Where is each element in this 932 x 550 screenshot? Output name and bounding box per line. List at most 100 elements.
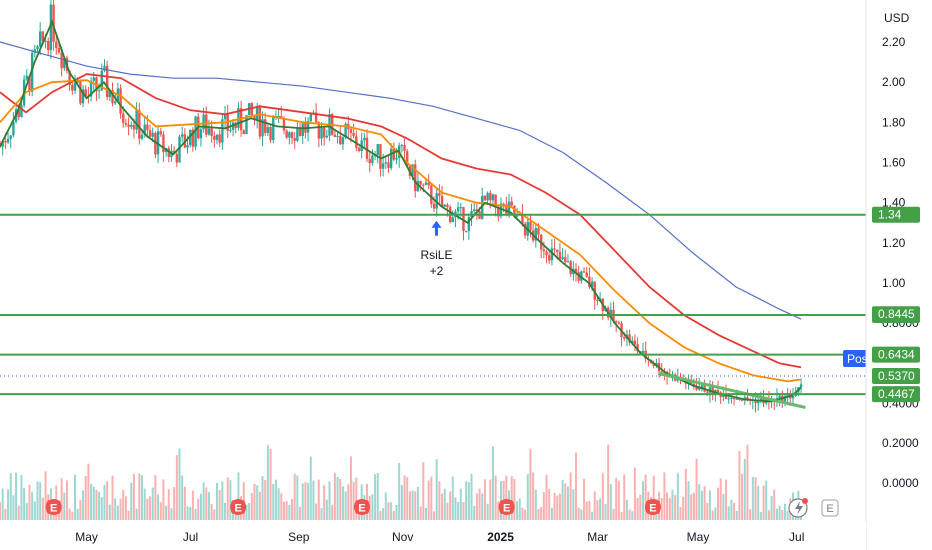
volume-bar (106, 481, 109, 520)
svg-text:0.4467: 0.4467 (878, 387, 915, 401)
candle (0, 140, 2, 148)
earnings-marker[interactable]: E (353, 499, 370, 515)
volume-bar (548, 488, 551, 520)
candle (148, 124, 152, 138)
volume-bar (534, 489, 537, 520)
volume-bar (7, 489, 10, 520)
candle (89, 76, 93, 102)
volume-bar (309, 456, 312, 520)
volume-bar (162, 479, 165, 520)
candle (379, 143, 382, 177)
volume-bar (307, 482, 310, 520)
candle (298, 123, 302, 137)
volume-bar (537, 508, 540, 520)
volume-bar (74, 474, 77, 520)
volume-bar (256, 485, 259, 520)
volume-bar (526, 473, 529, 520)
volume-bar (398, 462, 401, 520)
candle (641, 342, 645, 355)
volume-bar (754, 477, 757, 520)
volume-bar (540, 506, 543, 520)
volume-bar (564, 483, 567, 520)
candle (368, 151, 371, 173)
volume-bar (349, 456, 352, 520)
volume-bar (157, 494, 160, 520)
candle (138, 102, 141, 145)
candle (462, 206, 465, 241)
volume-bar (663, 472, 666, 520)
volume-bar (213, 509, 216, 520)
level-price-badge[interactable]: 1.34 (872, 206, 920, 223)
svg-text:0.6434: 0.6434 (878, 348, 915, 362)
candle (714, 389, 717, 402)
earnings-marker[interactable]: E (498, 499, 515, 515)
volume-bar (497, 501, 500, 520)
candle (614, 320, 618, 333)
level-price-badge[interactable]: 0.6434 (872, 346, 920, 363)
candle (135, 102, 138, 134)
lightning-icon[interactable] (788, 498, 808, 518)
candle (191, 127, 195, 152)
volume-bar (467, 482, 470, 520)
level-price-badge[interactable]: 0.4467 (872, 386, 920, 403)
volume-bar (336, 477, 339, 520)
volume-bar (666, 492, 669, 520)
earnings-marker[interactable]: E (644, 499, 661, 515)
candle (215, 134, 219, 145)
price-axis[interactable]: USD 2.202.001.801.601.401.201.000.80000.… (865, 0, 932, 550)
candle (194, 115, 197, 151)
time-axis[interactable]: May Jul Sep Nov 2025 Mar May Jul (0, 522, 866, 550)
volume-bar (679, 507, 682, 520)
svg-text:E: E (649, 503, 656, 515)
price-badge[interactable]: 0.5370 (872, 367, 920, 384)
volume-bar (36, 481, 39, 520)
volume-bar (786, 510, 789, 520)
candle (376, 143, 379, 164)
candle (140, 131, 144, 141)
volume-bar (462, 502, 465, 520)
volume-bar (422, 462, 425, 520)
volume-bar (725, 479, 728, 520)
volume-bar (124, 496, 127, 520)
volume-bar (430, 476, 433, 520)
candle (183, 128, 187, 149)
candle (389, 143, 393, 171)
price-badge[interactable]: 0.8445 (872, 306, 920, 323)
time-tick-label: Sep (288, 530, 310, 544)
volume-bar (296, 475, 299, 520)
candle (440, 186, 444, 207)
svg-text:E: E (50, 503, 57, 515)
candle (266, 124, 270, 137)
volume-bar (44, 471, 47, 520)
candle (585, 266, 588, 278)
candle (371, 149, 374, 166)
volume-bar (516, 501, 519, 520)
candle (269, 123, 272, 144)
currency-label[interactable]: USD (884, 11, 910, 25)
volume-bar (237, 472, 240, 520)
volume-bar (411, 490, 414, 520)
candle (124, 118, 128, 127)
candle (438, 184, 441, 205)
candle (451, 210, 454, 223)
volume-bar (727, 506, 730, 520)
volume-bar (143, 488, 146, 520)
earnings-upcoming-marker[interactable]: E (821, 499, 839, 517)
volume-bar (623, 474, 626, 520)
volume-bar (323, 485, 326, 520)
volume-bar (486, 503, 489, 520)
candle (483, 194, 487, 201)
candle (443, 204, 446, 207)
svg-text:E: E (358, 503, 365, 515)
svg-text:0.8445: 0.8445 (878, 307, 915, 321)
volume-bar (68, 508, 71, 520)
earnings-marker[interactable]: E (230, 499, 247, 515)
volume-bar (221, 481, 224, 520)
volume-bar (379, 511, 382, 520)
volume-bar (542, 492, 545, 520)
candles (0, 0, 803, 413)
candle (280, 106, 283, 119)
volume-bar (690, 494, 693, 520)
earnings-marker[interactable]: E (45, 499, 62, 515)
